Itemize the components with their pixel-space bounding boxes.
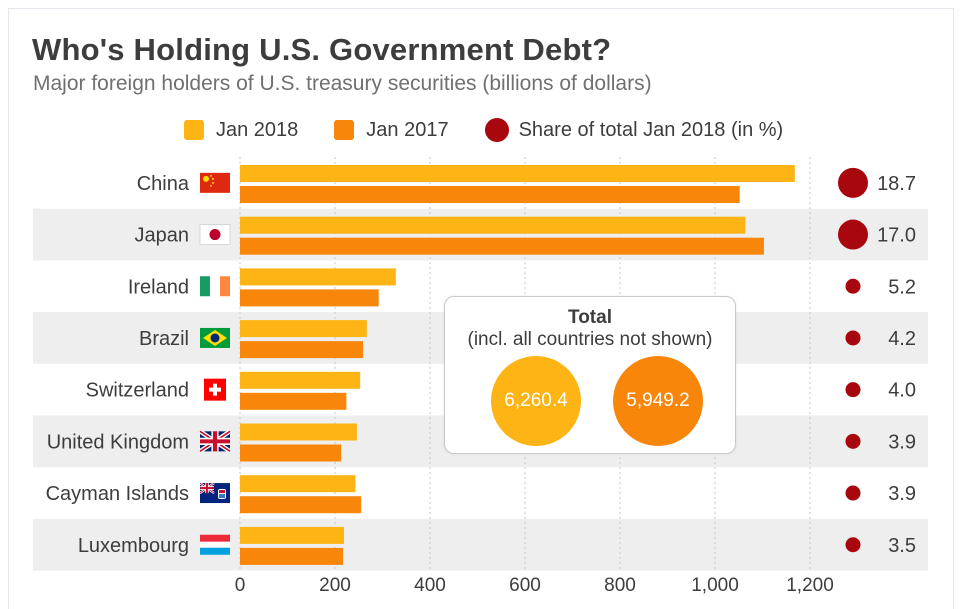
chart-subtitle: Major foreign holders of U.S. treasury s… xyxy=(33,72,652,95)
bar-jan2017 xyxy=(240,289,379,307)
bar-jan2017 xyxy=(240,547,344,565)
x-tick-label: 1,200 xyxy=(786,575,834,596)
category-label: China xyxy=(137,173,190,195)
total-subtitle: (incl. all countries not shown) xyxy=(467,329,713,350)
flag-china-icon xyxy=(200,172,230,193)
flag-japan-icon xyxy=(199,224,231,245)
share-label: 17.0 xyxy=(877,225,916,247)
x-tick-label: 600 xyxy=(509,575,541,596)
bar-jan2018 xyxy=(240,526,345,544)
bar-jan2018 xyxy=(240,371,361,389)
flag-luxembourg-icon xyxy=(200,534,230,555)
row-band xyxy=(33,518,928,571)
legend-dot-share xyxy=(484,118,509,142)
share-label: 3.9 xyxy=(888,431,916,453)
category-label: Brazil xyxy=(139,328,189,350)
category-label: Switzerland xyxy=(86,380,189,402)
bars xyxy=(240,165,795,565)
chart-title: Who's Holding U.S. Government Debt? xyxy=(32,32,612,67)
x-tick-label: 0 xyxy=(235,575,246,596)
legend: Jan 2018 Jan 2017 Share of total Jan 201… xyxy=(184,115,819,145)
share-dot xyxy=(845,278,861,294)
legend-item-share: Share of total Jan 2018 (in %) xyxy=(484,118,784,142)
legend-swatch-jan2017 xyxy=(334,120,355,140)
bar-jan2017 xyxy=(240,444,342,462)
share-dot xyxy=(845,330,861,346)
flag-united-kingdom-icon xyxy=(198,429,232,454)
bar-jan2018 xyxy=(240,320,367,338)
total-callout: Total (incl. all countries not shown) 6,… xyxy=(444,296,736,454)
share-dot xyxy=(845,537,861,553)
share-markers: 18.7 17.0 5.2 4.2 4.0 3.9 3.9 3.5 xyxy=(838,167,916,557)
x-tick-label: 200 xyxy=(319,575,351,596)
total-value-jan2017: 5,949.2 xyxy=(626,390,690,411)
legend-label-share: Share of total Jan 2018 (in %) xyxy=(518,118,784,141)
x-tick-label: 800 xyxy=(604,575,636,596)
share-dot xyxy=(838,219,868,250)
legend-label-jan2018: Jan 2018 xyxy=(216,118,299,141)
category-label: Japan xyxy=(135,225,190,247)
bar-jan2018 xyxy=(240,475,356,493)
flag-brazil-icon xyxy=(200,327,230,348)
share-label: 3.9 xyxy=(888,483,916,505)
bar-jan2018 xyxy=(240,216,746,234)
share-dot xyxy=(838,167,868,198)
flag-switzerland-icon xyxy=(204,378,226,401)
share-dot xyxy=(845,433,861,449)
x-tick-label: 1,000 xyxy=(691,575,739,596)
x-axis: 0 200 400 600 800 1,000 1,200 xyxy=(235,575,834,596)
total-circle-jan2018: 6,260.4 xyxy=(491,356,581,446)
category-label: Ireland xyxy=(128,276,189,298)
category-label: Cayman Islands xyxy=(46,483,189,505)
legend-swatch-jan2018 xyxy=(184,120,204,140)
legend-item-jan2017: Jan 2017 xyxy=(334,118,449,142)
total-title: Total xyxy=(568,307,612,328)
flag-cayman-islands-icon xyxy=(199,482,230,504)
total-circle-jan2017: 5,949.2 xyxy=(613,356,703,446)
total-value-jan2018: 6,260.4 xyxy=(504,390,568,411)
bar-jan2017 xyxy=(240,237,764,255)
bar-jan2017 xyxy=(240,341,364,359)
category-label: Luxembourg xyxy=(78,535,189,557)
share-label: 3.5 xyxy=(888,535,916,557)
bar-jan2017 xyxy=(240,496,362,514)
flags xyxy=(198,172,232,555)
x-tick-label: 400 xyxy=(414,575,446,596)
share-label: 4.2 xyxy=(888,328,916,350)
bar-jan2017 xyxy=(240,186,740,203)
share-dot xyxy=(845,485,861,501)
share-label: 5.2 xyxy=(888,276,916,298)
category-labels: China Japan Ireland Brazil Switzerland United… xyxy=(46,173,190,557)
bar-jan2018 xyxy=(240,268,396,286)
share-label: 18.7 xyxy=(877,173,916,195)
legend-label-jan2017: Jan 2017 xyxy=(366,118,449,141)
share-label: 4.0 xyxy=(888,380,916,402)
share-dot xyxy=(845,382,861,398)
bar-jan2018 xyxy=(240,165,795,182)
legend-item-jan2018: Jan 2018 xyxy=(184,119,298,142)
category-label: United Kingdom xyxy=(47,431,189,453)
bar-jan2018 xyxy=(240,423,357,441)
flag-ireland-icon xyxy=(200,276,230,297)
bar-jan2017 xyxy=(240,392,347,410)
